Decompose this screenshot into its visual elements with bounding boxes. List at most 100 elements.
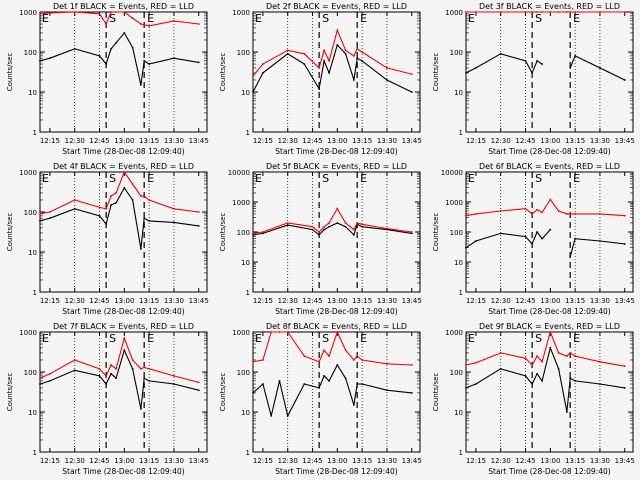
x-tick-label: 12:45: [89, 137, 109, 145]
events-data-point: [536, 59, 538, 62]
x-tick-label: 13:00: [327, 457, 347, 465]
y-tick-label: 100: [450, 49, 463, 57]
marker-label-s: S: [322, 12, 329, 25]
events-data-point: [318, 387, 321, 389]
events-data-point: [574, 379, 577, 382]
events-data-point: [465, 72, 467, 74]
marker-label-e: E: [573, 172, 580, 185]
lld-data-point: [565, 213, 568, 215]
lld-data-point: [197, 211, 200, 213]
events-data-point: [344, 52, 347, 55]
lld-data-point: [323, 225, 325, 228]
corner-label: E: [255, 332, 262, 345]
lld-series-line: [39, 11, 199, 27]
events-data-point: [262, 72, 264, 74]
x-tick-label: 12:30: [65, 457, 85, 465]
events-data-point: [39, 59, 41, 62]
lld-data-point: [361, 223, 364, 226]
y-tick-label: 10: [241, 409, 250, 417]
events-data-point: [286, 414, 289, 417]
lld-data-point: [303, 355, 306, 357]
events-data-point: [115, 41, 117, 44]
lld-data-point: [557, 11, 560, 13]
events-series-line: [252, 222, 412, 236]
events-data-point: [303, 63, 306, 65]
lld-data-point: [574, 213, 577, 215]
y-tick-label: 10: [28, 89, 37, 97]
events-data-point: [344, 225, 347, 228]
lld-data-point: [252, 75, 254, 77]
events-series-line: [465, 229, 625, 257]
lld-data-point: [123, 11, 126, 13]
x-tick-label: 13:45: [402, 457, 422, 465]
events-data-point: [73, 207, 76, 210]
events-data-point: [531, 72, 534, 74]
y-tick-label: 100: [24, 369, 37, 377]
events-data-point: [131, 46, 134, 49]
events-data-point: [536, 231, 538, 233]
lld-data-point: [541, 211, 543, 214]
marker-label-e: E: [147, 172, 154, 185]
events-data-point: [262, 383, 264, 385]
x-tick-label: 13:30: [590, 137, 610, 145]
lld-data-point: [569, 352, 572, 354]
lld-data-point: [352, 359, 355, 361]
events-data-point: [465, 387, 467, 389]
y-tick-label: 10: [454, 259, 463, 267]
lld-data-point: [361, 359, 364, 361]
corner-label: E: [255, 172, 262, 185]
events-data-point: [318, 87, 321, 90]
y-tick-label: 1: [246, 129, 250, 137]
x-tick-label: 13:45: [402, 137, 422, 145]
corner-label: E: [468, 172, 475, 185]
lld-data-point: [569, 11, 572, 13]
events-data-point: [98, 214, 101, 217]
lld-data-point: [574, 355, 577, 357]
y-axis-label: Counts/sec: [219, 373, 227, 412]
lld-data-point: [252, 232, 254, 235]
events-data-point: [356, 57, 359, 60]
x-tick-label: 13:45: [615, 297, 635, 305]
marker-label-e: E: [573, 12, 580, 25]
lld-data-point: [356, 222, 359, 224]
lld-data-point: [328, 355, 330, 357]
events-data-point: [110, 372, 112, 375]
x-tick-label: 13:15: [565, 297, 585, 305]
x-tick-label: 13:30: [164, 457, 184, 465]
x-tick-label: 13:30: [164, 297, 184, 305]
plot-frame: [465, 171, 634, 293]
lld-data-point: [173, 207, 175, 210]
events-data-point: [524, 59, 527, 62]
lld-data-point: [541, 360, 543, 363]
x-tick-label: 12:45: [515, 457, 535, 465]
events-data-point: [328, 72, 330, 74]
events-data-point: [386, 79, 388, 81]
lld-data-point: [323, 49, 325, 52]
lld-data-point: [98, 367, 101, 370]
x-tick-label: 13:15: [565, 137, 585, 145]
lld-data-point: [139, 195, 142, 197]
lld-data-point: [475, 213, 477, 215]
lld-series-line: [252, 28, 412, 77]
lld-series-line: [39, 170, 199, 215]
x-tick-label: 12:15: [253, 297, 273, 305]
lld-data-point: [356, 47, 359, 50]
events-data-point: [323, 374, 325, 377]
y-tick-label: 10: [241, 259, 250, 267]
x-tick-label: 12:45: [302, 137, 322, 145]
events-data-point: [105, 63, 108, 65]
y-tick-label: 10000: [441, 169, 463, 177]
events-data-point: [524, 235, 527, 238]
y-axis-label: Counts/sec: [432, 373, 440, 412]
lld-data-point: [475, 11, 477, 13]
y-tick-label: 100: [237, 229, 250, 237]
corner-label: E: [42, 172, 49, 185]
events-data-point: [386, 389, 388, 392]
events-data-point: [115, 377, 117, 380]
lld-data-point: [131, 183, 134, 185]
lld-data-point: [73, 199, 76, 201]
